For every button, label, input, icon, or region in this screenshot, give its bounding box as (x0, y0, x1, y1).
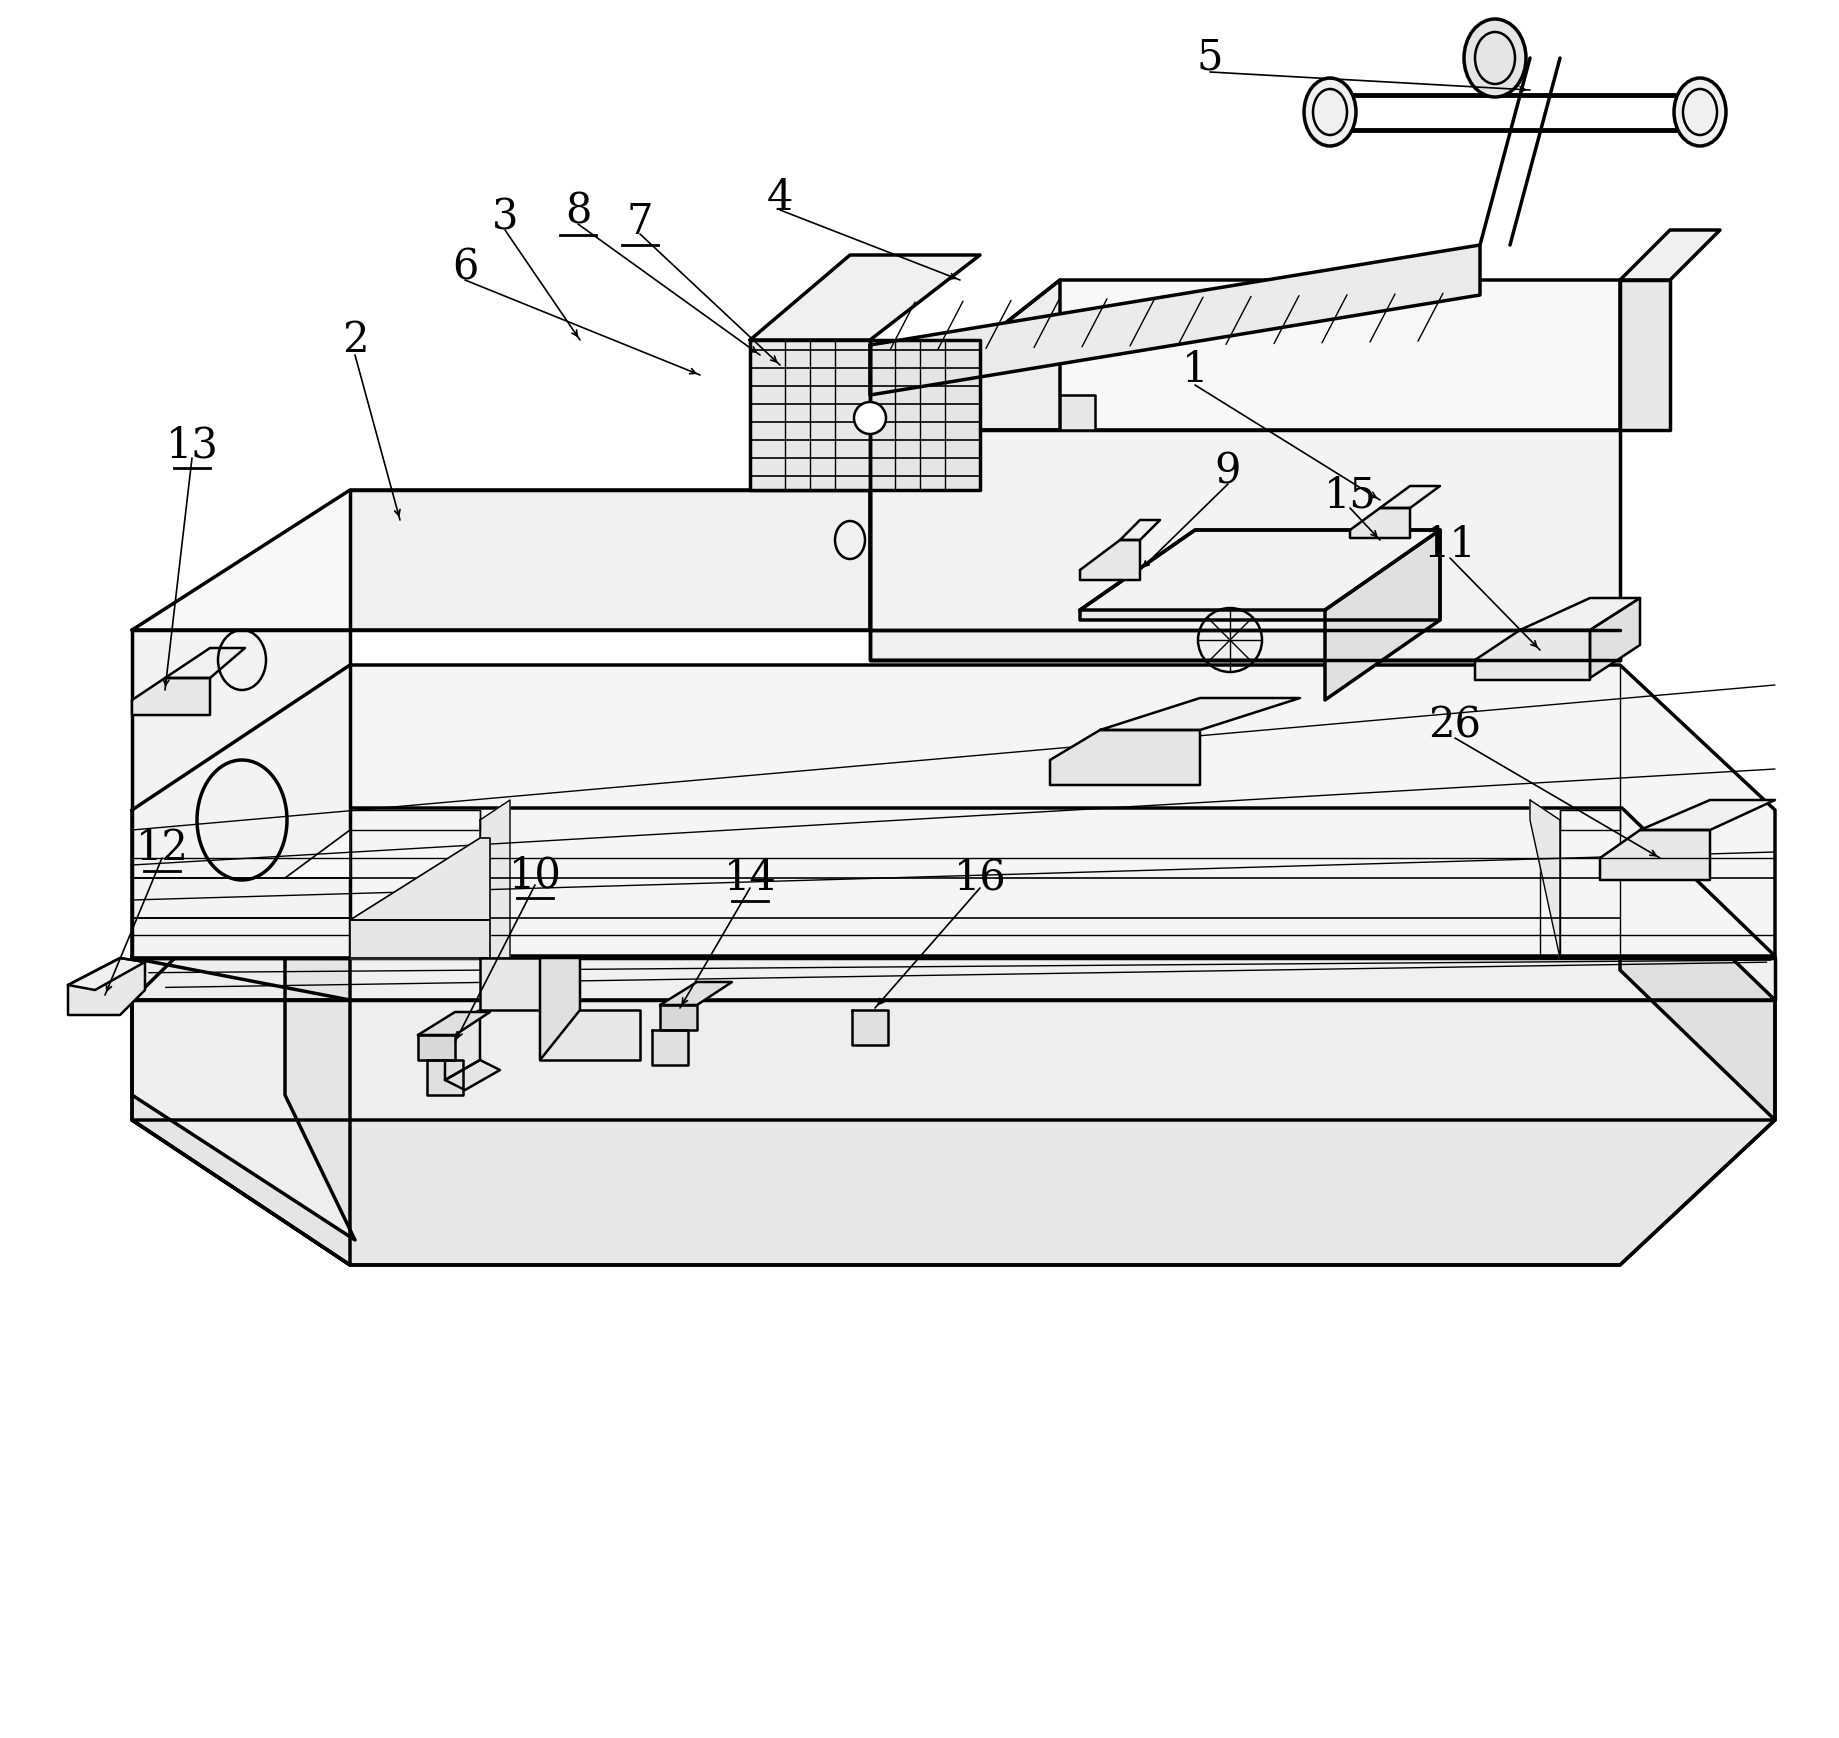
Polygon shape (349, 490, 870, 629)
Polygon shape (349, 838, 489, 919)
Ellipse shape (1673, 78, 1727, 146)
Polygon shape (166, 648, 245, 678)
Text: 12: 12 (136, 827, 189, 869)
Polygon shape (1079, 541, 1140, 580)
Polygon shape (480, 958, 640, 1060)
Ellipse shape (1464, 19, 1526, 97)
Polygon shape (870, 429, 1620, 660)
Polygon shape (68, 958, 145, 1015)
Polygon shape (1530, 799, 1559, 958)
Polygon shape (1059, 395, 1094, 429)
Polygon shape (1050, 730, 1201, 786)
Text: 6: 6 (452, 247, 478, 289)
Polygon shape (1620, 280, 1670, 429)
Polygon shape (1521, 598, 1640, 629)
Polygon shape (68, 958, 145, 991)
Polygon shape (870, 280, 1620, 429)
Polygon shape (132, 808, 355, 1239)
Polygon shape (1079, 530, 1440, 620)
Polygon shape (445, 1060, 500, 1090)
Text: 16: 16 (954, 857, 1006, 899)
Polygon shape (750, 255, 980, 341)
Polygon shape (132, 850, 349, 999)
Polygon shape (480, 799, 509, 958)
Circle shape (853, 401, 886, 434)
Polygon shape (1100, 699, 1300, 730)
Polygon shape (653, 1031, 688, 1065)
Polygon shape (132, 958, 1775, 999)
Ellipse shape (1304, 78, 1355, 146)
Polygon shape (660, 1005, 697, 1031)
Polygon shape (132, 678, 210, 714)
Text: 4: 4 (767, 177, 793, 219)
Polygon shape (349, 919, 489, 958)
Polygon shape (870, 629, 1620, 660)
Polygon shape (870, 280, 1059, 429)
Polygon shape (1600, 831, 1710, 879)
Polygon shape (417, 1036, 454, 1060)
Polygon shape (750, 341, 870, 490)
Text: 7: 7 (627, 202, 653, 243)
Text: 15: 15 (1324, 474, 1376, 516)
Text: 10: 10 (509, 853, 561, 897)
Polygon shape (1079, 530, 1440, 610)
Polygon shape (427, 1060, 463, 1095)
Polygon shape (851, 1010, 888, 1045)
Polygon shape (1475, 629, 1591, 680)
Polygon shape (132, 490, 870, 629)
Text: 1: 1 (1182, 349, 1208, 391)
Text: 2: 2 (342, 320, 368, 362)
Polygon shape (1620, 850, 1775, 1119)
Polygon shape (1379, 487, 1440, 507)
Polygon shape (445, 1010, 480, 1079)
Polygon shape (132, 999, 1775, 1265)
Polygon shape (1326, 530, 1440, 700)
Polygon shape (132, 958, 349, 1265)
Polygon shape (132, 1119, 1775, 1265)
Text: 8: 8 (565, 191, 590, 233)
Polygon shape (132, 629, 349, 958)
Polygon shape (1591, 598, 1640, 678)
Text: 11: 11 (1423, 523, 1477, 567)
Polygon shape (1640, 799, 1775, 831)
Polygon shape (1350, 507, 1411, 539)
Polygon shape (1120, 520, 1160, 541)
Polygon shape (285, 831, 349, 878)
Text: 26: 26 (1429, 704, 1482, 746)
Polygon shape (870, 341, 980, 490)
Polygon shape (417, 1012, 489, 1036)
Text: 9: 9 (1216, 450, 1241, 494)
Polygon shape (132, 810, 1775, 958)
Text: 3: 3 (491, 196, 519, 240)
Polygon shape (541, 958, 579, 1060)
Text: 5: 5 (1197, 36, 1223, 78)
Polygon shape (132, 808, 1775, 956)
Polygon shape (870, 245, 1480, 395)
Text: 13: 13 (166, 424, 219, 466)
Polygon shape (1620, 229, 1719, 280)
Polygon shape (660, 982, 732, 1005)
Polygon shape (132, 666, 1775, 958)
Text: 14: 14 (723, 857, 776, 899)
